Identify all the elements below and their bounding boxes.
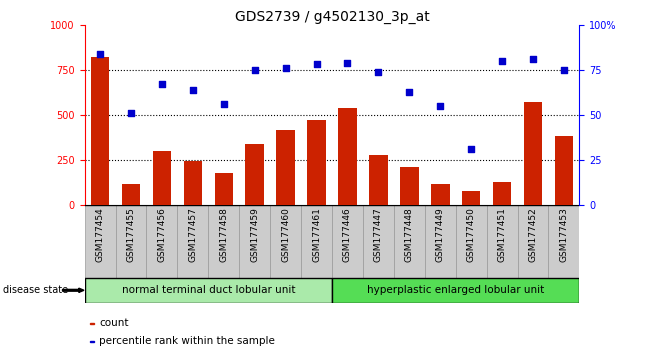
Text: hyperplastic enlarged lobular unit: hyperplastic enlarged lobular unit: [367, 285, 544, 295]
Point: [528, 56, 538, 62]
Text: disease state: disease state: [3, 285, 68, 295]
Point: [311, 62, 322, 67]
Point: [404, 89, 415, 95]
Bar: [394, 205, 425, 278]
Bar: [548, 205, 579, 278]
Bar: [85, 205, 116, 278]
Bar: [152, 151, 171, 205]
Point: [342, 60, 353, 65]
Bar: [208, 205, 240, 278]
Point: [466, 147, 477, 152]
Bar: [270, 205, 301, 278]
Point: [497, 58, 507, 64]
Text: GSM177450: GSM177450: [467, 207, 476, 262]
Bar: [456, 205, 487, 278]
Bar: [400, 167, 419, 205]
Point: [95, 51, 105, 57]
Bar: [332, 278, 579, 303]
Text: normal terminal duct lobular unit: normal terminal duct lobular unit: [122, 285, 295, 295]
Bar: [184, 161, 202, 205]
Text: GSM177447: GSM177447: [374, 207, 383, 262]
Text: GSM177460: GSM177460: [281, 207, 290, 262]
Point: [126, 110, 136, 116]
Bar: [487, 205, 518, 278]
Text: GSM177455: GSM177455: [126, 207, 135, 262]
Bar: [91, 57, 109, 205]
Text: GSM177457: GSM177457: [188, 207, 197, 262]
Point: [219, 101, 229, 107]
Point: [157, 81, 167, 87]
Bar: [424, 205, 456, 278]
Point: [249, 67, 260, 73]
Text: GSM177458: GSM177458: [219, 207, 229, 262]
Bar: [462, 191, 480, 205]
Point: [559, 67, 569, 73]
Bar: [332, 205, 363, 278]
Bar: [177, 205, 208, 278]
Bar: [369, 155, 387, 205]
Bar: [431, 184, 449, 205]
Point: [281, 65, 291, 71]
Bar: [523, 102, 542, 205]
Bar: [277, 130, 295, 205]
Bar: [301, 205, 332, 278]
Text: GSM177449: GSM177449: [436, 207, 445, 262]
Bar: [518, 205, 549, 278]
Bar: [240, 205, 270, 278]
Text: GSM177459: GSM177459: [250, 207, 259, 262]
Text: GSM177452: GSM177452: [529, 207, 538, 262]
Text: percentile rank within the sample: percentile rank within the sample: [100, 336, 275, 346]
Text: GSM177451: GSM177451: [497, 207, 506, 262]
Text: GSM177461: GSM177461: [312, 207, 321, 262]
Point: [187, 87, 198, 93]
Bar: [146, 205, 177, 278]
Bar: [90, 341, 94, 342]
Point: [435, 103, 445, 109]
Bar: [307, 120, 326, 205]
Title: GDS2739 / g4502130_3p_at: GDS2739 / g4502130_3p_at: [234, 10, 430, 24]
Text: GSM177448: GSM177448: [405, 207, 414, 262]
Bar: [122, 184, 140, 205]
Bar: [555, 136, 574, 205]
Bar: [90, 323, 94, 324]
Point: [373, 69, 383, 75]
Bar: [493, 182, 511, 205]
Bar: [215, 173, 233, 205]
Bar: [85, 278, 332, 303]
Bar: [339, 108, 357, 205]
Bar: [116, 205, 146, 278]
Bar: [363, 205, 394, 278]
Text: GSM177456: GSM177456: [158, 207, 167, 262]
Bar: [245, 144, 264, 205]
Text: count: count: [100, 318, 129, 328]
Text: GSM177454: GSM177454: [96, 207, 105, 262]
Text: GSM177453: GSM177453: [559, 207, 568, 262]
Text: GSM177446: GSM177446: [343, 207, 352, 262]
